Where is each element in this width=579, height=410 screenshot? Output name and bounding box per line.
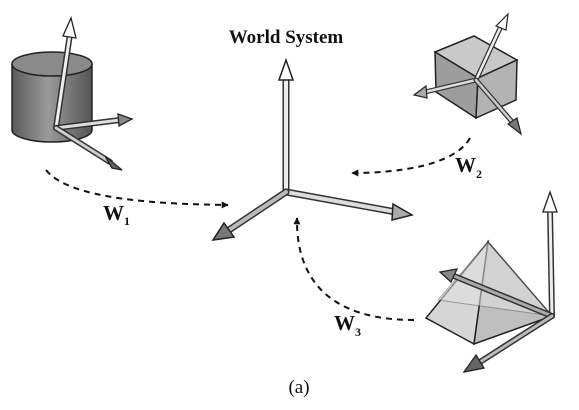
- label-w3-subscript: 3: [355, 325, 361, 339]
- world-z-arrowhead: [211, 221, 236, 241]
- world-y-arrowhead: [277, 57, 295, 81]
- transform-arrow-w2: [351, 137, 471, 177]
- label-w2: W 2: [455, 153, 482, 181]
- label-w2-subscript: 2: [476, 167, 482, 181]
- cylinder-object: [11, 16, 134, 171]
- page-title: World System: [229, 27, 344, 48]
- label-w2-letter: W: [455, 153, 476, 177]
- transform-arrow-w1: [45, 169, 229, 209]
- figure-caption: (a): [288, 377, 309, 398]
- label-w1-subscript: 1: [124, 214, 130, 228]
- world-axes: [211, 57, 414, 241]
- label-w3: W 3: [334, 311, 361, 339]
- label-w3-letter: W: [334, 311, 355, 335]
- pyramid-object: [424, 190, 558, 373]
- cube-object: [412, 12, 523, 136]
- label-w1: W 1: [103, 201, 130, 228]
- world-x-arrowhead: [391, 202, 414, 221]
- transform-arrow-w3: [293, 217, 415, 321]
- label-w1-letter: W: [103, 201, 124, 225]
